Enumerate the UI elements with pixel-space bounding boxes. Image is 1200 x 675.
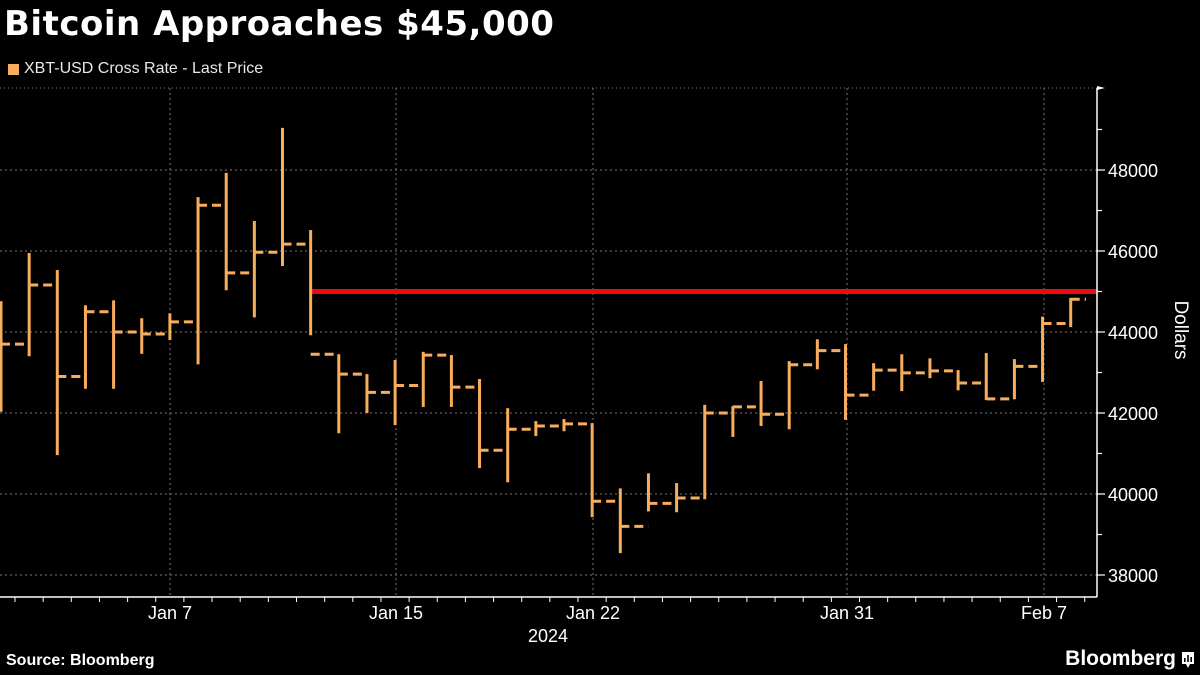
x-tick-label: Jan 15	[369, 603, 423, 623]
x-tick-label: Jan 22	[566, 603, 620, 623]
bloomberg-chart-icon	[1182, 652, 1194, 668]
y-axis-title: Dollars	[1170, 300, 1191, 359]
source-label: Source: Bloomberg	[6, 652, 155, 669]
y-tick-label: 48000	[1108, 161, 1158, 181]
y-axis-arrow-icon	[1097, 86, 1105, 90]
y-tick-label: 42000	[1108, 404, 1158, 424]
x-tick-label: Feb 7	[1021, 603, 1067, 623]
legend-label: XBT-USD Cross Rate - Last Price	[24, 60, 264, 77]
y-tick-label: 38000	[1108, 566, 1158, 586]
x-axis-year-label: 2024	[528, 626, 568, 646]
bloomberg-logo: Bloomberg	[1065, 647, 1176, 670]
legend: XBT-USD Cross Rate - Last Price	[8, 60, 263, 78]
y-tick-label: 40000	[1108, 485, 1158, 505]
chart-title: Bitcoin Approaches $45,000	[4, 4, 555, 44]
x-tick-label: Jan 7	[148, 603, 192, 623]
price-bars	[0, 127, 1086, 554]
x-tick-label: Jan 31	[820, 603, 874, 623]
legend-swatch-icon	[8, 63, 19, 75]
y-tick-label: 44000	[1108, 323, 1158, 343]
y-tick-label: 46000	[1108, 242, 1158, 262]
